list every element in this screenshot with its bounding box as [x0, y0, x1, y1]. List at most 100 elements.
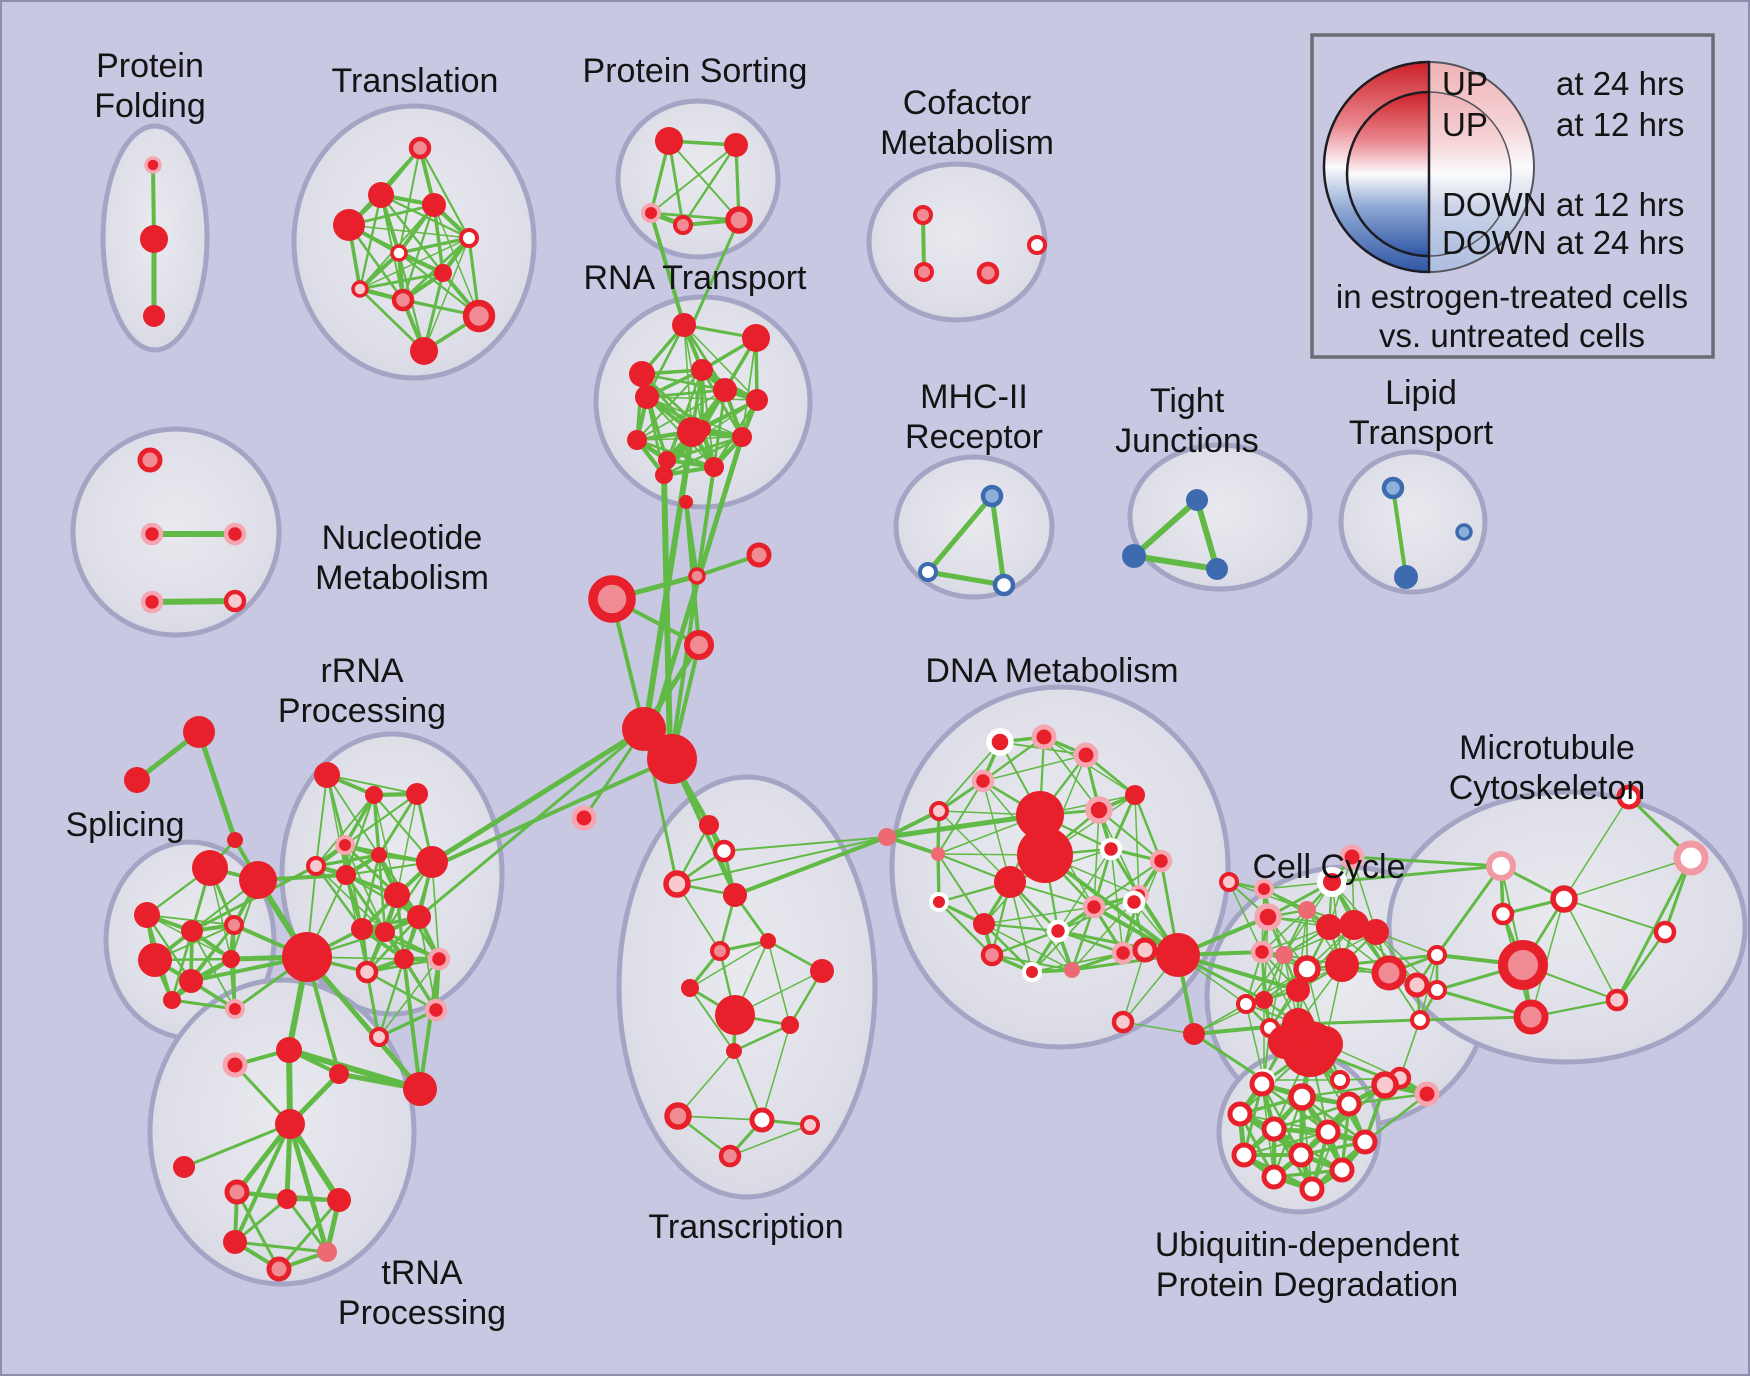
gene-node[interactable] [390, 244, 408, 262]
gene-node[interactable] [1605, 988, 1629, 1012]
gene-node[interactable] [760, 933, 776, 949]
gene-node[interactable] [655, 127, 683, 155]
gene-node[interactable] [1122, 544, 1146, 568]
gene-node[interactable] [181, 920, 203, 942]
gene-node[interactable] [227, 832, 243, 848]
gene-node[interactable] [1491, 902, 1515, 926]
gene-node[interactable] [1183, 1023, 1205, 1045]
gene-node[interactable] [980, 484, 1004, 508]
gene-node[interactable] [333, 209, 365, 241]
gene-node[interactable] [1293, 955, 1321, 983]
gene-node[interactable] [351, 280, 369, 298]
gene-node[interactable] [699, 815, 719, 835]
gene-node[interactable] [1498, 940, 1548, 990]
gene-node[interactable] [1513, 999, 1549, 1035]
gene-node[interactable] [222, 950, 240, 968]
gene-node[interactable] [179, 969, 203, 993]
gene-node[interactable] [704, 457, 724, 477]
gene-node[interactable] [459, 228, 479, 248]
gene-node[interactable] [1125, 785, 1145, 805]
gene-node[interactable] [327, 1188, 351, 1212]
gene-node[interactable] [878, 828, 896, 846]
gene-node[interactable] [277, 1189, 297, 1209]
gene-node[interactable] [1427, 945, 1447, 965]
gene-node[interactable] [971, 769, 995, 793]
gene-node[interactable] [1288, 1142, 1314, 1168]
gene-node[interactable] [351, 918, 373, 940]
gene-node[interactable] [1268, 1025, 1302, 1059]
gene-node[interactable] [746, 542, 772, 568]
gene-node[interactable] [746, 389, 768, 411]
gene-node[interactable] [684, 630, 714, 660]
gene-node[interactable] [1122, 890, 1146, 914]
gene-node[interactable] [336, 865, 356, 885]
gene-node[interactable] [1371, 1071, 1399, 1099]
gene-node[interactable] [1317, 867, 1347, 897]
gene-node[interactable] [369, 1027, 389, 1047]
gene-node[interactable] [371, 847, 387, 863]
gene-node[interactable] [673, 215, 693, 235]
gene-node[interactable] [1073, 742, 1099, 768]
gene-node[interactable] [1250, 940, 1274, 964]
gene-node[interactable] [1236, 994, 1256, 1014]
gene-node[interactable] [664, 1102, 692, 1130]
gene-node[interactable] [163, 991, 181, 1009]
gene-node[interactable] [1132, 937, 1158, 963]
gene-node[interactable] [422, 193, 446, 217]
gene-node[interactable] [1339, 844, 1365, 870]
gene-node[interactable] [1486, 851, 1516, 881]
gene-node[interactable] [647, 734, 697, 784]
gene-node[interactable] [224, 915, 244, 935]
gene-node[interactable] [138, 943, 172, 977]
gene-node[interactable] [1616, 784, 1642, 810]
gene-node[interactable] [1455, 523, 1473, 541]
gene-node[interactable] [732, 427, 752, 447]
gene-node[interactable] [391, 288, 415, 312]
gene-node[interactable] [1286, 978, 1310, 1002]
gene-node[interactable] [266, 1256, 292, 1282]
gene-node[interactable] [384, 882, 410, 908]
gene-node[interactable] [1249, 1071, 1275, 1097]
gene-node[interactable] [713, 378, 737, 402]
gene-node[interactable] [1371, 955, 1407, 991]
gene-node[interactable] [406, 783, 428, 805]
gene-node[interactable] [679, 495, 693, 509]
gene-node[interactable] [1254, 903, 1282, 931]
gene-node[interactable] [1099, 837, 1123, 861]
gene-node[interactable] [462, 299, 496, 333]
gene-node[interactable] [1231, 1142, 1257, 1168]
gene-node[interactable] [710, 941, 730, 961]
gene-node[interactable] [1673, 840, 1709, 876]
gene-node[interactable] [1339, 910, 1369, 940]
gene-node[interactable] [635, 385, 659, 409]
gene-node[interactable] [143, 305, 165, 327]
gene-node[interactable] [693, 420, 711, 438]
gene-node[interactable] [994, 866, 1026, 898]
gene-node[interactable] [222, 1052, 248, 1078]
gene-node[interactable] [1046, 919, 1070, 943]
gene-node[interactable] [225, 999, 245, 1019]
gene-node[interactable] [1325, 948, 1359, 982]
gene-node[interactable] [306, 856, 326, 876]
gene-node[interactable] [627, 430, 647, 450]
gene-node[interactable] [1550, 885, 1578, 913]
gene-node[interactable] [800, 1115, 820, 1135]
gene-node[interactable] [140, 225, 168, 253]
gene-node[interactable] [276, 1037, 302, 1063]
gene-node[interactable] [980, 943, 1004, 967]
gene-node[interactable] [416, 846, 448, 878]
gene-node[interactable] [681, 979, 699, 997]
gene-node[interactable] [329, 1064, 349, 1084]
gene-node[interactable] [424, 998, 448, 1022]
gene-node[interactable] [1363, 919, 1389, 945]
gene-node[interactable] [1330, 1070, 1350, 1090]
gene-node[interactable] [715, 995, 755, 1035]
gene-node[interactable] [1288, 1083, 1316, 1111]
gene-node[interactable] [1275, 946, 1293, 964]
gene-node[interactable] [434, 264, 452, 282]
gene-node[interactable] [1227, 1101, 1253, 1127]
gene-node[interactable] [929, 892, 949, 912]
gene-node[interactable] [914, 262, 934, 282]
gene-node[interactable] [144, 156, 162, 174]
gene-node[interactable] [1261, 1116, 1287, 1142]
